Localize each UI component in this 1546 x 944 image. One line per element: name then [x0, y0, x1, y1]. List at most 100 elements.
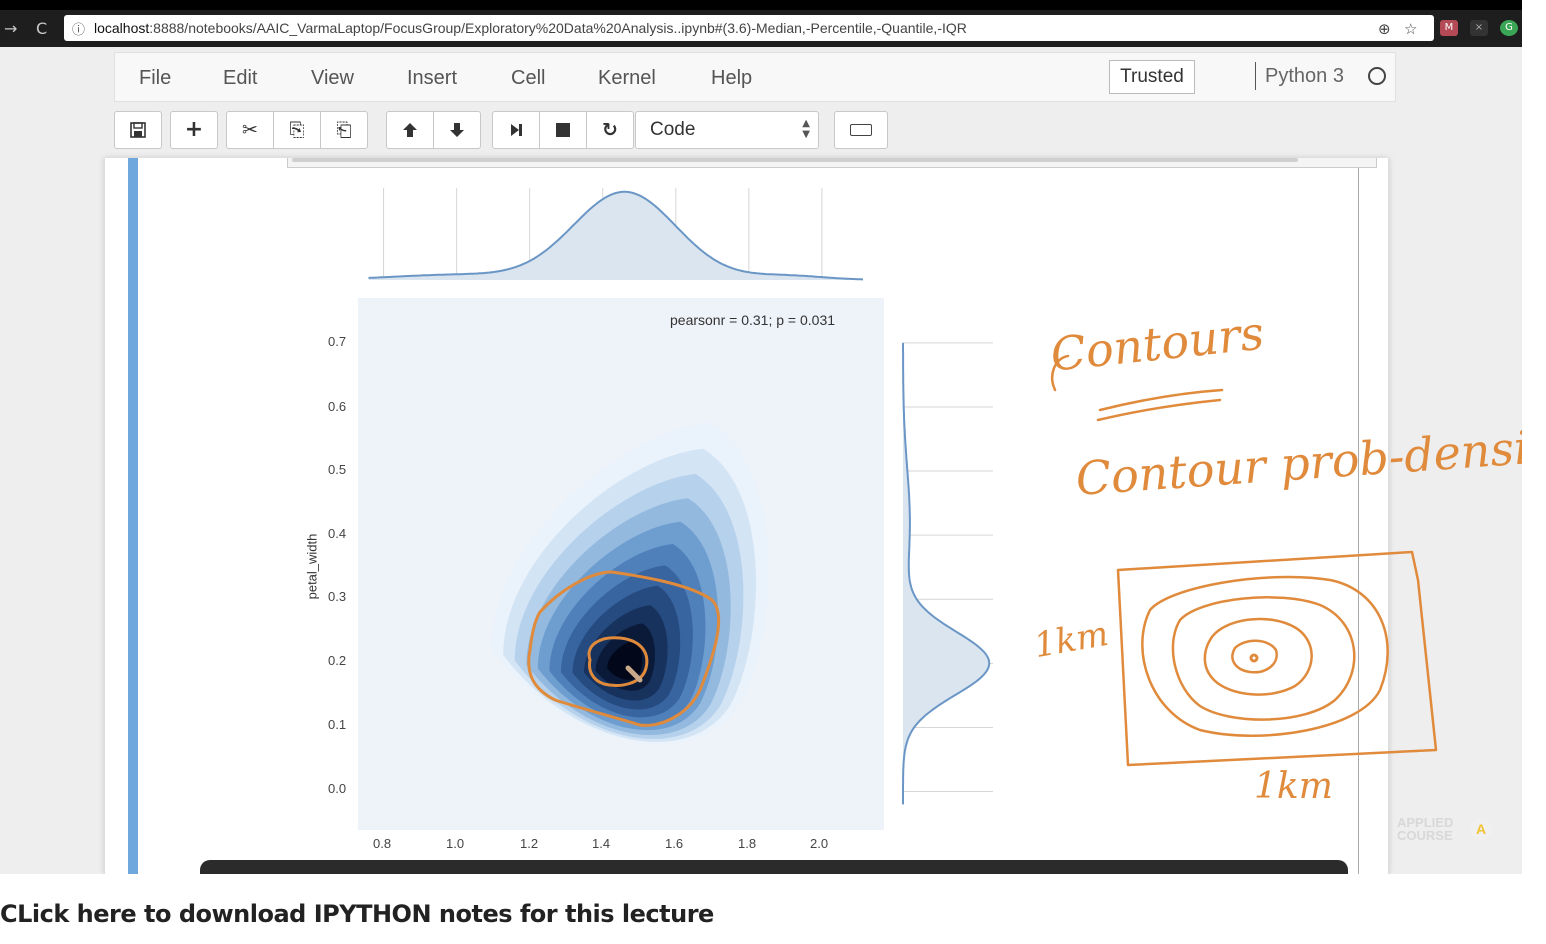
command-palette-button[interactable]	[834, 111, 888, 149]
save-icon	[130, 122, 146, 138]
handwritten-annotations	[527, 354, 1438, 767]
copy-button[interactable]: ⎘	[274, 112, 321, 148]
cell-type-select[interactable]: Code ▲ ▼	[635, 111, 819, 149]
marginal-y-line	[902, 342, 991, 805]
x-tick: 1.6	[665, 836, 684, 851]
notebook-menubar: File Edit View Insert Cell Kernel Help T…	[114, 52, 1396, 102]
arrow-down-icon	[450, 123, 464, 137]
ink-underline-2	[1096, 398, 1222, 422]
download-notes-link[interactable]: CLick here to download IPYTHON notes for…	[0, 900, 714, 928]
extension-close-icon[interactable]: ×	[1470, 20, 1488, 36]
forward-icon[interactable]: →	[4, 19, 18, 38]
cut-button[interactable]: ✂	[227, 112, 274, 148]
marginal-x-fill	[368, 191, 863, 280]
ink-pen-tip	[625, 665, 643, 683]
screen-frame: → C ⓘ localhost:8888/notebooks/AAIC_Varm…	[0, 0, 1522, 874]
ink-square	[1116, 550, 1438, 767]
restart-button[interactable]: ↻	[587, 112, 633, 148]
scrollbar-thumb[interactable]	[292, 158, 1298, 162]
menu-cell[interactable]: Cell	[511, 67, 546, 89]
zoom-icon[interactable]: ⊕	[1378, 20, 1391, 38]
menu-insert[interactable]: Insert	[407, 67, 458, 89]
menu-kernel[interactable]: Kernel	[598, 67, 656, 89]
ink-ring-2	[1171, 596, 1356, 721]
kernel-separator	[1255, 62, 1256, 90]
y-tick: 0.0	[328, 781, 347, 796]
paste-icon: ⎗	[336, 119, 352, 141]
toolbar-move-group	[386, 111, 481, 149]
toolbar-edit-group: ✂ ⎘ ⎗	[226, 111, 368, 149]
ink-ring-1	[1141, 575, 1389, 737]
menu-file[interactable]: File	[139, 67, 172, 89]
x-tick: 1.4	[592, 836, 611, 851]
select-arrows-icon: ▲ ▼	[802, 118, 810, 140]
marginal-y-kde	[902, 342, 993, 805]
toolbar-run-group: ↻	[492, 111, 634, 149]
x-tick: 2.0	[810, 836, 829, 851]
y-axis-label: petal_width	[304, 533, 320, 600]
url-host: localhost	[94, 20, 150, 36]
ink-ring-4	[1231, 639, 1278, 674]
info-icon[interactable]: ⓘ	[72, 23, 86, 38]
watermark-text: APPLIED COURSE	[1397, 816, 1453, 842]
jointplot-chart	[358, 188, 1438, 830]
ink-ring-3	[1203, 617, 1313, 696]
y-tick: 0.1	[328, 717, 347, 732]
ink-underline-1	[1098, 388, 1224, 412]
kernel-status-icon	[1368, 67, 1386, 85]
move-down-button[interactable]	[434, 112, 480, 148]
gmail-extension-icon[interactable]: M	[1440, 20, 1458, 36]
y-tick: 0.3	[328, 589, 347, 604]
handwritten-1km-bottom: 1km	[1254, 766, 1333, 807]
ink-circle-inner	[587, 636, 649, 687]
cell-type-value: Code	[650, 119, 696, 140]
x-tick: 1.0	[446, 836, 465, 851]
menu-edit[interactable]: Edit	[223, 67, 258, 89]
output-horizontal-scrollbar[interactable]	[287, 158, 1377, 168]
y-tick: 0.7	[328, 334, 347, 349]
url-path: :8888/notebooks/AAIC_VarmaLaptop/FocusGr…	[149, 20, 967, 36]
ink-center-dot	[1249, 653, 1259, 663]
y-tick: 0.2	[328, 653, 347, 668]
marginal-x-line	[368, 190, 864, 281]
pearson-annotation: pearsonr = 0.31; p = 0.031	[670, 312, 836, 328]
run-step-icon	[511, 124, 522, 136]
move-up-button[interactable]	[387, 112, 434, 148]
restart-icon: ↻	[602, 119, 618, 141]
kde-contours	[491, 422, 769, 744]
menu-view[interactable]: View	[311, 67, 354, 89]
ink-stroke	[1051, 354, 1070, 392]
scissors-icon: ✂	[242, 119, 258, 141]
run-button[interactable]	[493, 112, 540, 148]
stop-icon	[556, 123, 570, 137]
plus-icon: +	[184, 117, 204, 142]
url-text: localhost:8888/notebooks/AAIC_VarmaLapto…	[94, 20, 967, 36]
y-tick: 0.5	[328, 462, 347, 477]
selected-cell-indicator	[128, 158, 138, 874]
reload-icon[interactable]: C	[36, 19, 48, 38]
browser-top-strip	[0, 0, 1522, 10]
watermark-line-2: COURSE	[1397, 828, 1453, 843]
profile-extension-icon[interactable]: G	[1500, 20, 1518, 36]
menu-help[interactable]: Help	[711, 67, 753, 89]
watermark-line-1: APPLIED	[1397, 815, 1454, 830]
output-area-border	[1358, 158, 1359, 874]
insert-cell-button[interactable]: +	[171, 112, 217, 148]
copy-icon: ⎘	[289, 119, 305, 141]
toolbar-insert-group: +	[170, 111, 218, 149]
interrupt-button[interactable]	[540, 112, 587, 148]
marginal-y-fill	[903, 342, 990, 805]
y-tick: 0.4	[328, 526, 347, 541]
video-controls-bar[interactable]	[200, 860, 1348, 874]
y-tick: 0.6	[328, 399, 347, 414]
trusted-button[interactable]: Trusted	[1109, 60, 1195, 94]
x-tick: 0.8	[373, 836, 392, 851]
watermark-logo: A	[1470, 818, 1492, 840]
url-field[interactable]: ⓘ localhost:8888/notebooks/AAIC_VarmaLap…	[64, 15, 1434, 41]
kernel-name: Python 3	[1265, 65, 1344, 87]
paste-button[interactable]: ⎗	[321, 112, 367, 148]
x-tick: 1.8	[738, 836, 757, 851]
arrow-up-icon	[403, 123, 417, 137]
bookmark-star-icon[interactable]: ☆	[1404, 20, 1418, 38]
save-button[interactable]	[115, 112, 161, 148]
